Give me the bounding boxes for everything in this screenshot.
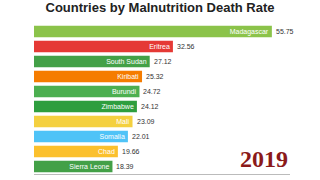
svg-text:24.12: 24.12: [141, 103, 159, 110]
svg-text:18.39: 18.39: [116, 163, 134, 170]
svg-text:South Sudan: South Sudan: [106, 58, 147, 65]
svg-text:25.32: 25.32: [146, 73, 164, 80]
svg-text:24.72: 24.72: [143, 88, 161, 95]
svg-text:Mali: Mali: [116, 118, 129, 125]
svg-text:22.01: 22.01: [132, 133, 150, 140]
svg-text:55.75: 55.75: [276, 28, 294, 35]
svg-text:32.56: 32.56: [177, 43, 195, 50]
svg-text:19.66: 19.66: [122, 148, 140, 155]
svg-text:23.09: 23.09: [137, 118, 155, 125]
svg-text:Zimbabwe: Zimbabwe: [102, 103, 134, 110]
svg-text:Madagascar: Madagascar: [230, 28, 269, 36]
svg-text:Somalia: Somalia: [100, 133, 125, 140]
svg-text:Kiribati: Kiribati: [117, 73, 139, 80]
svg-text:Countries by Malnutrition Deat: Countries by Malnutrition Death Rate: [46, 0, 275, 15]
svg-text:Chad: Chad: [98, 148, 115, 155]
svg-text:27.12: 27.12: [154, 58, 172, 65]
svg-text:2019: 2019: [240, 146, 288, 172]
svg-text:Sierra Leone: Sierra Leone: [69, 163, 109, 170]
svg-text:Eritrea: Eritrea: [149, 43, 170, 50]
svg-text:Burundi: Burundi: [112, 88, 137, 95]
